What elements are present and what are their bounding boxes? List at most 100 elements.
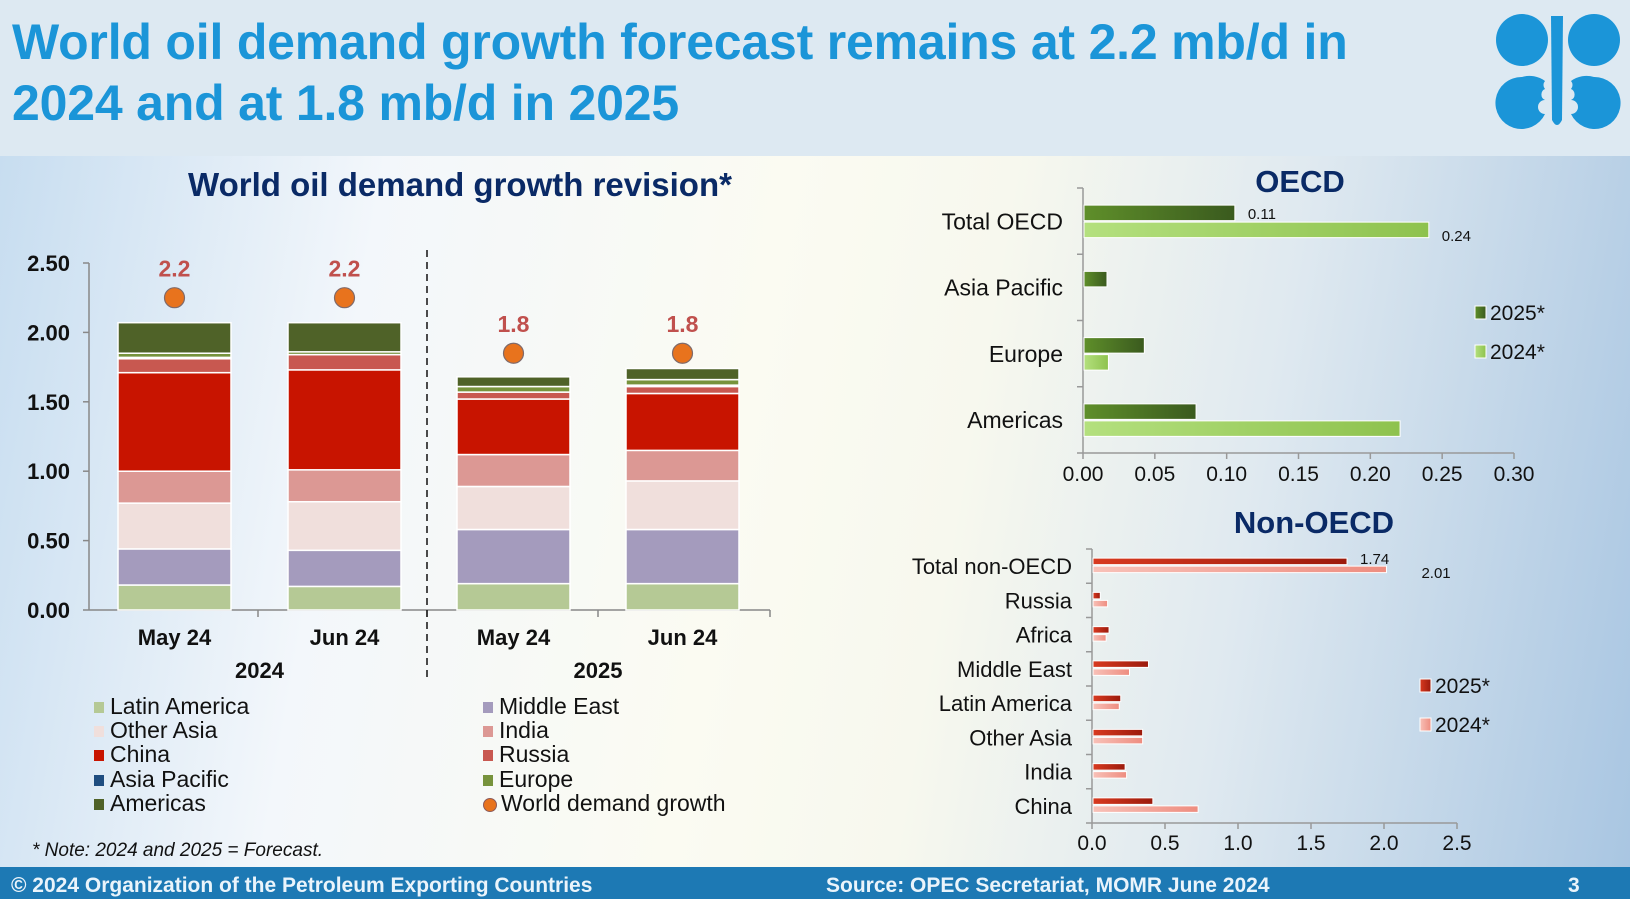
bar-segment-india (456, 453, 571, 488)
y-tick-label: 0.00 (27, 598, 70, 623)
world-demand-growth-point (333, 287, 356, 309)
bar-segment-russia (625, 385, 740, 395)
x-tick-label: 0.25 (1422, 463, 1463, 486)
legend-label: Other Asia (110, 717, 218, 743)
world-demand-growth-point (163, 287, 186, 309)
bar-segment-india (287, 469, 402, 503)
slide-header: World oil demand growth forecast remains… (0, 0, 1630, 156)
bar-2025-europe (1083, 337, 1145, 354)
bar-segment-europe (456, 385, 571, 393)
bar-segment-americas (456, 376, 571, 388)
x-tick-label: 0.20 (1350, 463, 1391, 486)
category-label-russia: Russia (1005, 588, 1073, 613)
bar-2025-middle-east (1092, 660, 1149, 668)
category-label-middle-east: Middle East (957, 657, 1072, 682)
bar-segment-americas (625, 367, 740, 381)
legend-label-2024: 2024* (1435, 714, 1490, 737)
slide-title-line2: 2024 and at 1.8 mb/d in 2025 (12, 75, 679, 131)
category-label-total-oecd: Total OECD (942, 208, 1063, 234)
bar-segment-latin-america (625, 582, 740, 611)
category-label-americas: Americas (967, 407, 1063, 433)
category-label-europe: Europe (989, 341, 1063, 367)
world-demand-growth-label: 1.8 (498, 311, 530, 337)
bar-segment-other-asia (456, 485, 571, 531)
bar-2025-asia-pacific (1083, 270, 1108, 288)
bar-segment-middle-east (117, 548, 232, 586)
x-tick-label: 0.0 (1077, 832, 1106, 855)
legend-label: China (110, 741, 171, 767)
world-demand-growth-label: 1.8 (667, 311, 699, 337)
x-tick-label: 0.30 (1494, 463, 1535, 486)
x-tick-label: 2.5 (1442, 832, 1471, 855)
x-category-label: Jun 24 (648, 625, 718, 650)
bar-segment-latin-america (456, 582, 571, 611)
legend-item-russia: Russia (483, 742, 569, 766)
bar-segment-india (625, 449, 740, 482)
legend-marker-circle (483, 798, 497, 812)
category-label-china: China (1015, 794, 1073, 819)
legend-label: Europe (499, 766, 574, 792)
world-demand-growth-label: 2.2 (329, 256, 361, 282)
bar-2024-india (1092, 771, 1128, 779)
slide-content (0, 156, 1630, 867)
legend-item-europe: Europe (483, 767, 573, 791)
bar-2025-other-asia (1092, 728, 1144, 737)
legend-swatch (94, 750, 104, 761)
opec-logo-icon (1495, 14, 1621, 129)
legend-item-asia-pacific: Asia Pacific (94, 767, 229, 791)
legend-swatch (94, 702, 104, 713)
legend-swatch (483, 750, 493, 761)
bar-segment-china (287, 369, 402, 471)
bar-segment-china (456, 398, 571, 456)
bar-segment-other-asia (625, 480, 740, 531)
bar-segment-latin-america (117, 584, 232, 611)
bar-2025-americas (1083, 403, 1197, 420)
category-label-africa: Africa (1016, 623, 1073, 648)
legend-label: Asia Pacific (110, 766, 229, 792)
category-label-latin-america: Latin America (939, 691, 1073, 716)
legend-label: Latin America (110, 693, 250, 719)
data-label: 0.24 (1442, 228, 1471, 245)
legend-item-latin-america: Latin America (94, 694, 249, 718)
bar-2024-russia (1092, 599, 1109, 608)
non-oecd-chart: Non-OECD 0.0 0.5 1.0 1.5 2.0 2.5 Total non-OEC… (912, 505, 1490, 855)
legend-swatch (1474, 305, 1487, 320)
data-label: 1.74 (1360, 551, 1389, 568)
x-tick-label: 1.0 (1223, 832, 1252, 855)
legend-item-americas: Americas (94, 791, 206, 815)
legend-swatch (1474, 344, 1487, 359)
bar-segment-middle-east (625, 528, 740, 585)
revision-chart: World oil demand growth revision* 0.00 0.… (27, 166, 771, 683)
x-tick-label: 0.10 (1206, 463, 1247, 486)
legend-item-china: China (94, 742, 170, 766)
bar-2025-china (1092, 797, 1154, 805)
legend-swatch (94, 775, 104, 786)
bar-segment-russia (117, 358, 232, 374)
bar-segment-other-asia (287, 500, 402, 552)
bar-segment-russia (456, 391, 571, 400)
legend-label: Middle East (499, 693, 620, 719)
forecast-note: * Note: 2024 and 2025 = Forecast. (32, 840, 324, 861)
bar-segment-other-asia (117, 502, 232, 550)
legend-label-2025: 2025* (1490, 302, 1545, 325)
legend-swatch (483, 726, 493, 737)
slide-footer: © 2024 Organization of the Petroleum Exp… (0, 867, 1630, 899)
page-number: 3 (1568, 874, 1580, 897)
bar-2024-americas (1083, 420, 1401, 437)
data-label: 0.11 (1248, 206, 1276, 223)
x-category-label: May 24 (477, 625, 551, 650)
bar-2024-africa (1092, 634, 1107, 642)
world-demand-growth-point (502, 342, 525, 364)
bar-2025-latin-america (1092, 694, 1122, 703)
x-tick-label: 0.05 (1134, 463, 1175, 486)
legend-label: World demand growth (501, 790, 726, 816)
legend-item-india: India (483, 718, 549, 742)
x-tick-label: 0.00 (1063, 463, 1104, 486)
slide-title: World oil demand growth forecast remains… (12, 12, 1482, 134)
bar-2024-middle-east (1092, 668, 1130, 676)
legend-item-world-demand-growth: World demand growth (483, 791, 726, 815)
year-group-label: 2024 (235, 658, 285, 683)
legend-swatch (1419, 717, 1432, 732)
x-category-label: May 24 (138, 625, 212, 650)
bar-segment-china (117, 371, 232, 472)
